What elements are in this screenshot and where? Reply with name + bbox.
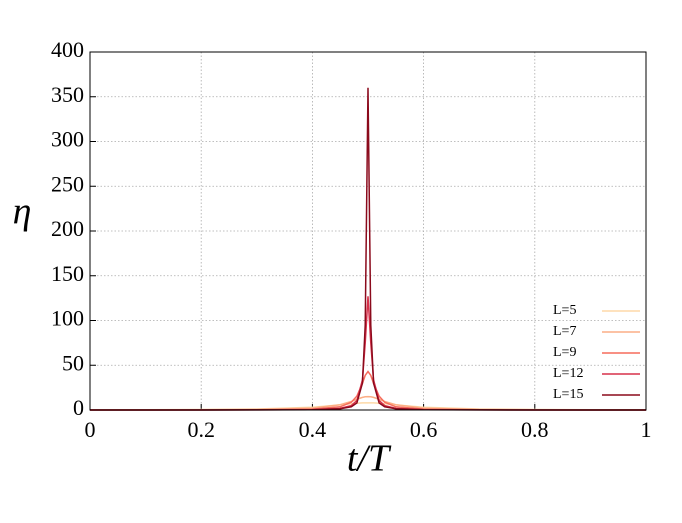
y-tick-label: 0 [73,395,84,420]
x-tick-label: 0.4 [299,417,327,442]
x-tick-label: 1 [641,417,652,442]
y-tick-label: 50 [62,350,84,375]
x-tick-label: 0.6 [410,417,438,442]
y-tick-label: 400 [51,37,84,62]
y-tick-label: 300 [51,127,84,152]
plot-frame [89,51,647,411]
y-tick-label: 200 [51,216,84,241]
x-tick-label: 0 [85,417,96,442]
x-tick-label: 0.2 [187,417,215,442]
legend-label: L=15 [553,387,583,402]
x-tick-label: 0.8 [521,417,549,442]
legend-label: L=7 [553,324,576,339]
y-tick-label: 250 [51,171,84,196]
legend-label: L=9 [553,345,576,360]
y-axis-label: η [13,191,32,233]
legend-label: L=5 [553,303,576,318]
y-tick-label: 150 [51,261,84,286]
y-tick-label: 350 [51,82,84,107]
legend-label: L=12 [553,366,583,381]
x-axis-label: t/T [347,438,392,480]
y-tick-label: 100 [51,306,84,331]
